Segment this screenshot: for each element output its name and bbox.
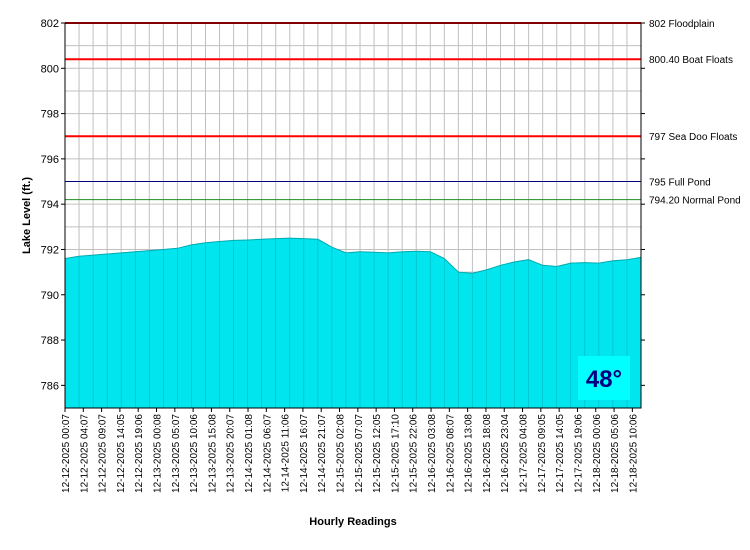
reference-line-label: 800.40 Boat Floats — [649, 55, 733, 66]
x-tick-label: 12-12-2025 09:07 — [98, 414, 109, 493]
y-tick-label: 794 — [41, 199, 59, 211]
y-axis-ticks: 786 788 790 792 794 796 798 800 802 — [41, 18, 645, 392]
y-axis-title: Lake Level (ft.) — [21, 177, 33, 254]
x-tick-label: 12-16-2025 13:08 — [464, 414, 475, 493]
x-tick-label: 12-15-2025 22:06 — [409, 414, 420, 493]
x-tick-label: 12-17-2025 14:05 — [555, 414, 566, 493]
x-tick-label: 12-14-2025 21:07 — [317, 414, 328, 493]
x-tick-label: 12-17-2025 09:05 — [537, 414, 548, 493]
x-tick-label: 12-18-2025 10:06 — [628, 414, 639, 493]
x-tick-label: 12-13-2025 15:08 — [207, 414, 218, 493]
x-axis-title: Hourly Readings — [309, 516, 396, 528]
y-tick-label: 786 — [41, 380, 59, 392]
y-tick-label: 788 — [41, 335, 59, 347]
reference-line-label: 794.20 Normal Pond — [649, 196, 741, 207]
x-tick-label: 12-17-2025 19:06 — [574, 414, 585, 493]
reference-line-label: 797 Sea Doo Floats — [649, 132, 737, 143]
y-tick-label: 798 — [41, 109, 59, 121]
y-tick-label: 802 — [41, 18, 59, 30]
x-tick-label: 12-15-2025 07:07 — [354, 414, 365, 493]
x-tick-label: 12-14-2025 06:07 — [262, 414, 273, 493]
temperature-badge-background — [578, 356, 630, 400]
series-area — [64, 237, 642, 409]
x-tick-label: 12-14-2025 01:08 — [244, 414, 255, 493]
x-tick-label: 12-16-2025 03:08 — [427, 414, 438, 493]
x-tick-label: 12-13-2025 00:08 — [153, 414, 164, 493]
x-tick-label: 12-14-2025 16:07 — [299, 414, 310, 493]
x-tick-label: 12-12-2025 14:05 — [116, 414, 127, 493]
reference-line-label: 802 Floodplain — [649, 19, 715, 30]
x-tick-label: 12-18-2025 05:06 — [610, 414, 621, 493]
x-axis-ticks: 12-12-2025 00:07 12-12-2025 04:07 12-12-20… — [61, 408, 639, 493]
series-area-fill — [64, 237, 642, 409]
x-tick-label: 12-18-2025 00:06 — [592, 414, 603, 493]
x-tick-label: 12-17-2025 04:08 — [519, 414, 530, 493]
y-tick-label: 800 — [41, 63, 59, 75]
y-tick-label: 792 — [41, 244, 59, 256]
x-tick-label: 12-15-2025 12:05 — [372, 414, 383, 493]
y-tick-label: 796 — [41, 154, 59, 166]
reference-line-label: 795 Full Pond — [649, 178, 711, 189]
x-tick-label: 12-16-2025 08:07 — [445, 414, 456, 493]
plot-frame — [64, 22, 642, 409]
temperature-badge: 48° — [578, 356, 630, 400]
x-tick-label: 12-12-2025 00:07 — [61, 414, 72, 493]
x-tick-label: 12-16-2025 18:08 — [482, 414, 493, 493]
x-tick-label: 12-13-2025 20:07 — [226, 414, 237, 493]
x-tick-label: 12-12-2025 19:06 — [134, 414, 145, 493]
x-tick-label: 12-12-2025 04:07 — [79, 414, 90, 493]
x-tick-label: 12-16-2025 23:04 — [500, 414, 511, 493]
x-tick-label: 12-15-2025 17:10 — [390, 414, 401, 493]
y-tick-label: 790 — [41, 290, 59, 302]
x-tick-label: 12-13-2025 10:06 — [189, 414, 200, 493]
temperature-value: 48° — [586, 366, 622, 393]
x-tick-label: 12-13-2025 05:07 — [171, 414, 182, 493]
x-tick-label: 12-14-2025 11:06 — [281, 414, 292, 493]
x-tick-label: 12-15-2025 02:08 — [336, 414, 347, 493]
reference-lines: 802 Floodplain 800.40 Boat Floats 797 Sea … — [65, 19, 741, 207]
